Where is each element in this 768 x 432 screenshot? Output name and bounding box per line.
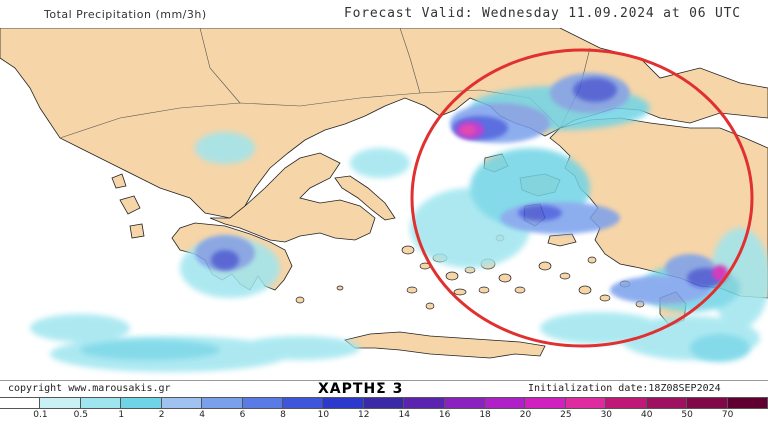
legend-label: 16 — [438, 410, 451, 420]
evia-island — [334, 175, 396, 221]
precipitation-map — [0, 28, 768, 380]
legend-label: 18 — [479, 410, 491, 420]
legend-swatch — [525, 398, 566, 408]
legend-swatch — [121, 398, 162, 408]
legend-swatch — [242, 398, 283, 408]
legend-labels: 0.1 0.5 1 2 4 6 8 10 12 14 16 18 20 25 30 40 50 70 — [0, 410, 768, 424]
legend-label: 12 — [358, 410, 370, 420]
legend-label: 6 — [239, 410, 246, 420]
legend-label: 70 — [721, 410, 734, 420]
map-header: Total Precipitation (mm/3h) Forecast Val… — [0, 0, 768, 28]
legend-label: 25 — [560, 410, 572, 420]
legend-swatch — [323, 398, 364, 408]
map-canvas — [0, 28, 768, 380]
small-islands — [295, 234, 645, 310]
initialization-date: Initialization date:18Z08SEP2024 — [528, 383, 721, 394]
legend-label: 1 — [118, 410, 125, 420]
legend-swatch — [363, 398, 405, 408]
ionian-island — [119, 195, 141, 215]
legend-label: 20 — [519, 410, 532, 420]
legend-swatch — [485, 398, 526, 408]
precipitation-overlay — [30, 73, 768, 372]
legend-label: 30 — [600, 410, 613, 420]
legend-label: 10 — [317, 410, 330, 420]
ionian-island-2 — [111, 173, 127, 189]
legend-swatch — [282, 398, 324, 408]
legend-swatch — [0, 398, 41, 408]
forecast-valid-label: Forecast Valid: Wednesday 11.09.2024 at … — [344, 6, 741, 21]
greek-mainland — [209, 152, 376, 243]
legend-swatch — [202, 398, 243, 408]
legend-swatch — [606, 398, 647, 408]
legend-swatch — [687, 398, 728, 408]
legend-swatch — [565, 398, 607, 408]
legend-label: 0.5 — [73, 410, 88, 420]
legend-label: 4 — [199, 410, 205, 420]
map-number-label: ΧΑΡΤΗΣ 3 — [318, 381, 404, 397]
highlight-circle — [410, 48, 754, 348]
legend-swatch — [161, 398, 203, 408]
legend-swatch — [646, 398, 688, 408]
legend-swatch — [80, 398, 122, 408]
map-footer: copyright www.marousakis.gr ΧΑΡΤΗΣ 3 Ini… — [0, 380, 768, 397]
legend-color-bar — [0, 397, 768, 409]
crete-island — [344, 331, 546, 359]
legend-label: 50 — [681, 410, 693, 420]
map-title: Total Precipitation (mm/3h) — [44, 8, 207, 21]
legend-swatch — [444, 398, 486, 408]
zakynthos-island — [129, 223, 145, 239]
legend-swatch — [727, 398, 768, 408]
copyright-text: copyright www.marousakis.gr — [8, 383, 171, 394]
legend-label: 40 — [641, 410, 653, 420]
legend-label: 14 — [398, 410, 410, 420]
legend-swatch — [404, 398, 445, 408]
color-legend: 0.1 0.5 1 2 4 6 8 10 12 14 16 18 20 25 30 40 50 70 — [0, 397, 768, 432]
legend-label: 2 — [158, 410, 165, 420]
legend-swatch — [40, 398, 81, 408]
samos-island — [547, 233, 577, 247]
legend-label: 0.1 — [33, 410, 48, 420]
legend-label: 8 — [280, 410, 286, 420]
